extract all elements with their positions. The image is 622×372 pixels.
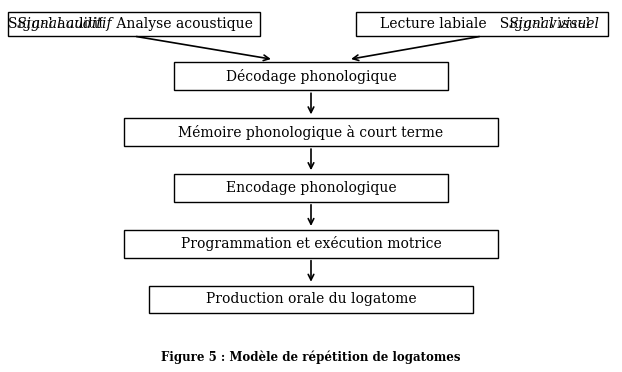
- Text: Signal auditif   Analyse acoustique: Signal auditif Analyse acoustique: [8, 17, 253, 31]
- Text: Production orale du logatome: Production orale du logatome: [206, 292, 416, 307]
- Text: Encodage phonologique: Encodage phonologique: [226, 181, 396, 195]
- FancyBboxPatch shape: [149, 286, 473, 313]
- FancyBboxPatch shape: [356, 12, 608, 36]
- Text: Mémoire phonologique à court terme: Mémoire phonologique à court terme: [179, 125, 443, 140]
- Text: Programmation et exécution motrice: Programmation et exécution motrice: [180, 236, 442, 251]
- FancyBboxPatch shape: [124, 118, 498, 146]
- FancyBboxPatch shape: [7, 12, 260, 36]
- Text: Signal auditif: Signal auditif: [17, 17, 111, 31]
- FancyBboxPatch shape: [124, 230, 498, 257]
- Text: Signal visuel: Signal visuel: [509, 17, 598, 31]
- Text: Lecture labiale   Signal visuel: Lecture labiale Signal visuel: [380, 17, 590, 31]
- FancyBboxPatch shape: [174, 174, 448, 202]
- Text: Figure 5 : Modèle de répétition de logatomes: Figure 5 : Modèle de répétition de logat…: [161, 350, 461, 364]
- FancyBboxPatch shape: [174, 62, 448, 90]
- Text: Signal visuel: Signal visuel: [508, 17, 599, 31]
- Text: Décodage phonologique: Décodage phonologique: [226, 69, 396, 84]
- Text: Signal auditif: Signal auditif: [16, 17, 112, 31]
